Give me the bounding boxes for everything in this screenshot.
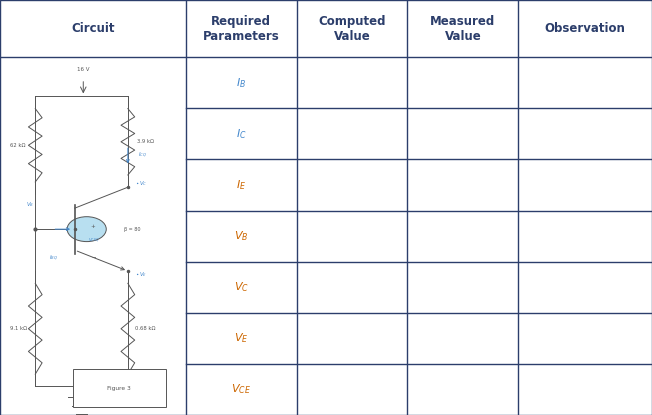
Text: β = 80: β = 80 — [125, 227, 141, 232]
Text: $I_{BQ}$: $I_{BQ}$ — [49, 254, 58, 263]
Text: Circuit: Circuit — [71, 22, 115, 35]
Text: $-$: $-$ — [91, 254, 96, 260]
Text: Observation: Observation — [544, 22, 626, 35]
Text: Computed
Value: Computed Value — [318, 15, 386, 43]
Text: $V_{CE}$: $V_{CE}$ — [231, 383, 251, 396]
Text: $I_C$: $I_C$ — [236, 127, 246, 141]
Text: 3.9 kΩ: 3.9 kΩ — [136, 139, 153, 144]
Text: 9.1 kΩ: 9.1 kΩ — [10, 326, 27, 331]
Text: $I_B$: $I_B$ — [236, 76, 246, 90]
Text: $I_E$: $I_E$ — [236, 178, 246, 192]
Text: $I_{CQ}$: $I_{CQ}$ — [138, 151, 147, 160]
Text: $V_B$: $V_B$ — [234, 229, 248, 243]
Text: 62 kΩ: 62 kΩ — [10, 143, 26, 148]
Text: $+$: $+$ — [91, 222, 96, 229]
Text: 16 V: 16 V — [77, 67, 89, 72]
Text: Measured
Value: Measured Value — [430, 15, 496, 43]
Text: $V_E$: $V_E$ — [234, 332, 248, 345]
Text: $\bullet\,V_E$: $\bullet\,V_E$ — [135, 270, 147, 279]
Text: 0.68 kΩ: 0.68 kΩ — [135, 326, 155, 331]
Text: $V_{CEQ}$: $V_{CEQ}$ — [89, 236, 100, 244]
Text: Figure 3: Figure 3 — [108, 386, 131, 391]
Circle shape — [67, 217, 106, 242]
Text: $V_B$: $V_B$ — [25, 200, 33, 209]
Text: $V_C$: $V_C$ — [233, 281, 249, 294]
Text: $\bullet\,V_C$: $\bullet\,V_C$ — [135, 179, 147, 188]
Text: Required
Parameters: Required Parameters — [203, 15, 280, 43]
FancyBboxPatch shape — [73, 369, 166, 408]
